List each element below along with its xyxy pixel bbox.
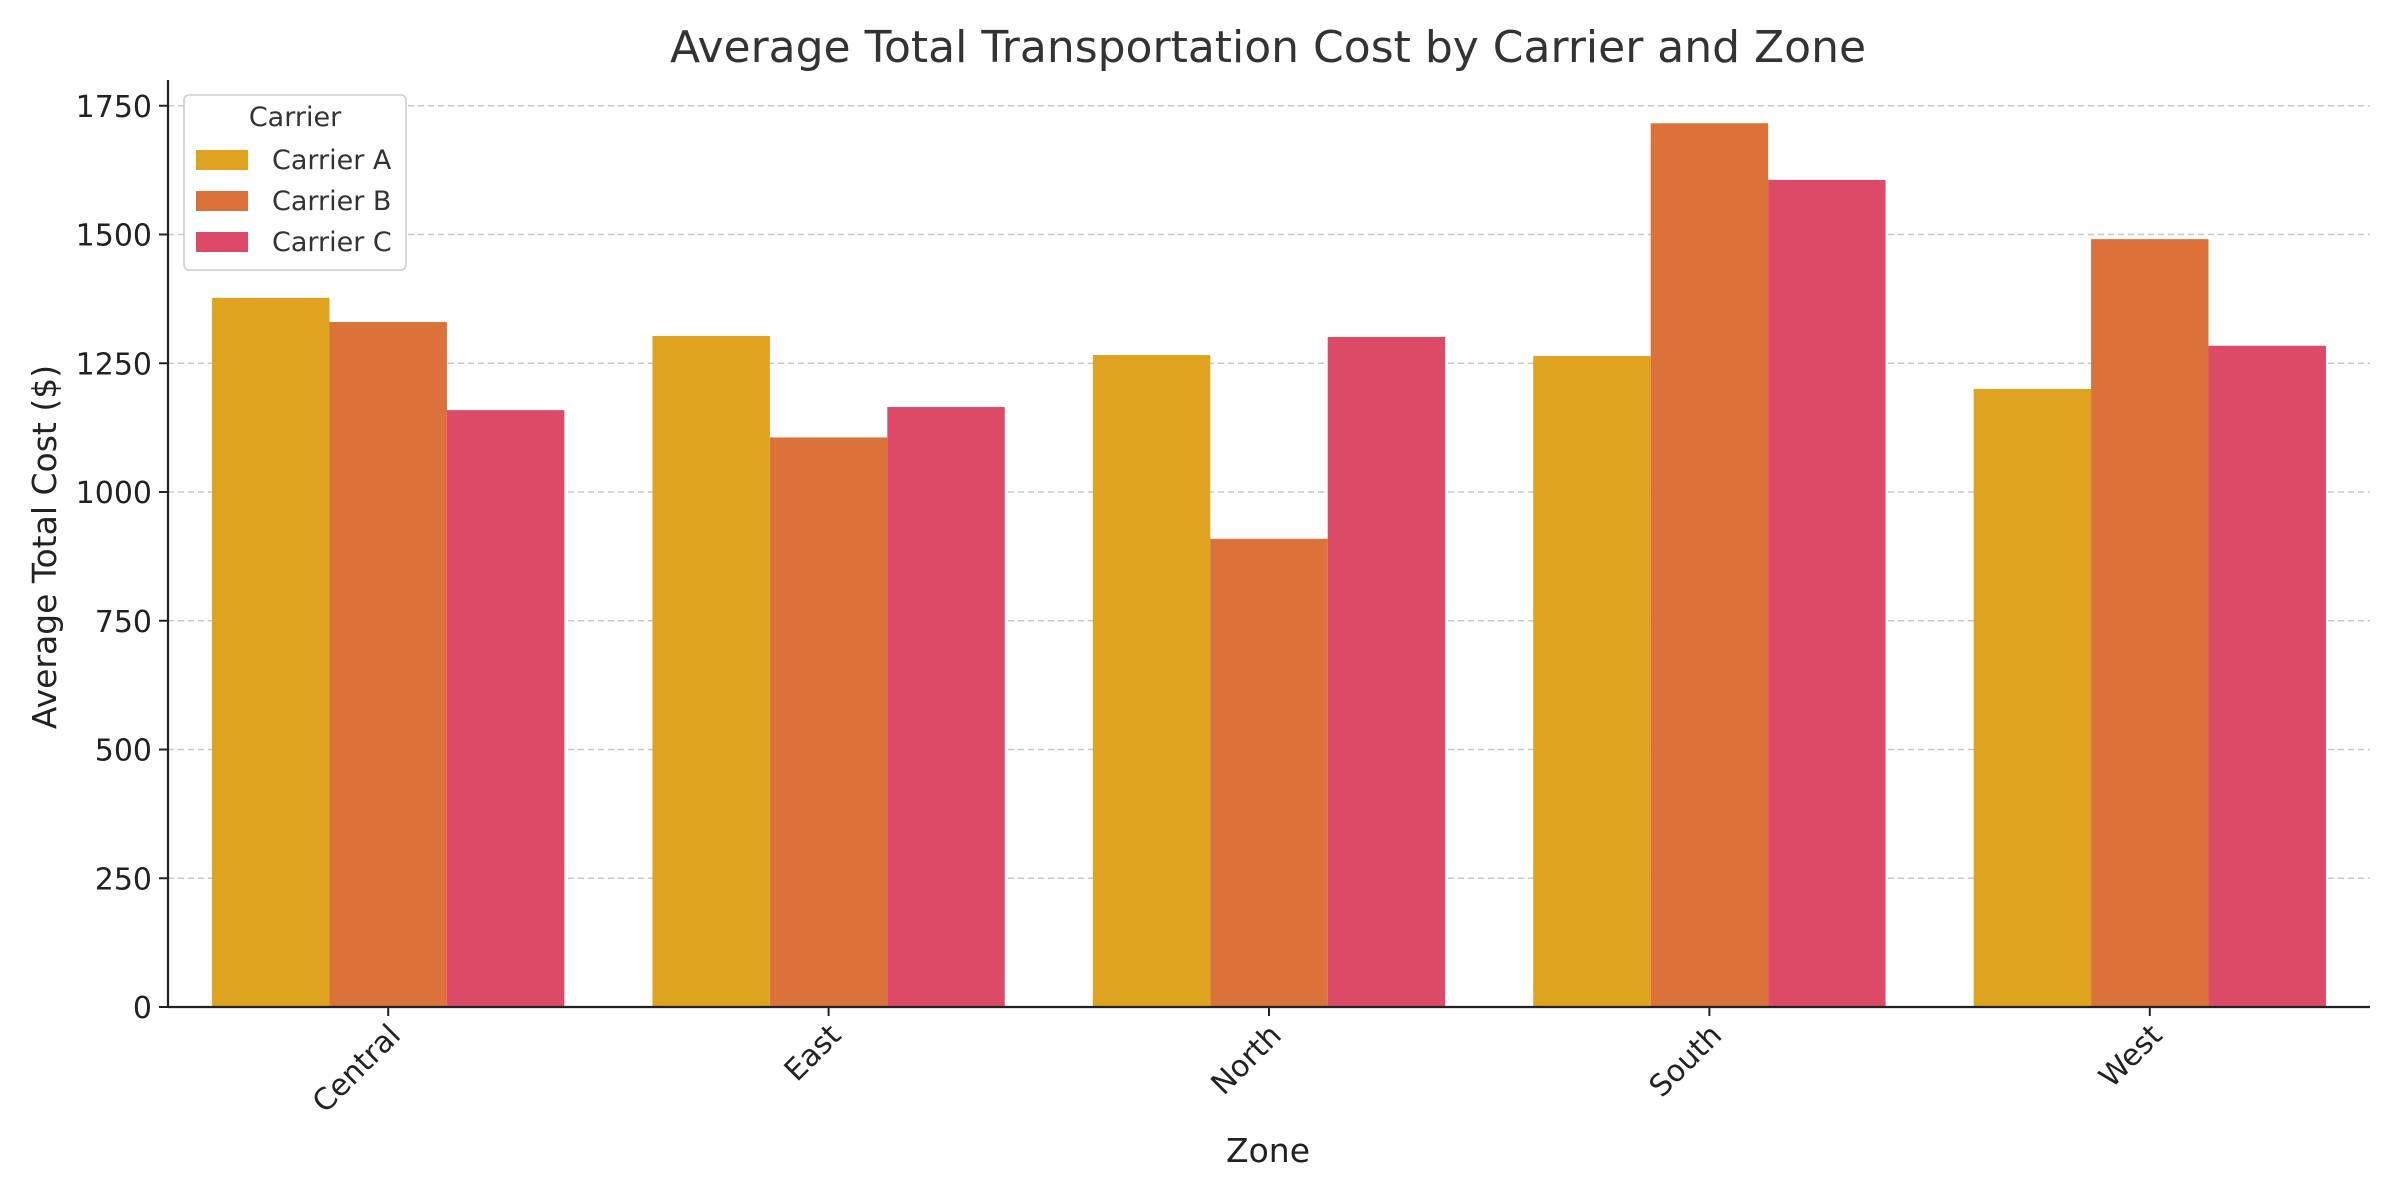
x-tick-label: South bbox=[1643, 1018, 1729, 1104]
legend-swatch bbox=[196, 191, 248, 211]
bar-west-carrier-c bbox=[2208, 345, 2326, 1007]
y-tick-label: 1000 bbox=[76, 476, 152, 511]
bar-north-carrier-b bbox=[1210, 538, 1328, 1007]
bar-central-carrier-c bbox=[446, 410, 565, 1007]
bar-west-carrier-a bbox=[1973, 389, 2092, 1007]
bar-central-carrier-a bbox=[212, 297, 330, 1008]
bar-north-carrier-a bbox=[1092, 355, 1211, 1007]
bar-south-carrier-a bbox=[1533, 356, 1651, 1007]
y-tick-label: 250 bbox=[95, 862, 152, 897]
bar-central-carrier-b bbox=[329, 322, 447, 1007]
y-tick-label: 750 bbox=[95, 605, 152, 640]
legend-label: Carrier A bbox=[272, 145, 392, 176]
x-tick-label: East bbox=[778, 1018, 849, 1089]
legend-label: Carrier C bbox=[272, 227, 392, 258]
bar-west-carrier-b bbox=[2091, 239, 2209, 1007]
bar-south-carrier-c bbox=[1768, 179, 1886, 1007]
bar-south-carrier-b bbox=[1650, 123, 1769, 1007]
legend-swatch bbox=[196, 150, 248, 170]
legend-label: Carrier B bbox=[272, 186, 391, 217]
legend-items: Carrier A Carrier B Carrier C bbox=[196, 145, 392, 258]
y-tick-label: 500 bbox=[95, 734, 152, 769]
legend-box bbox=[183, 94, 407, 271]
x-axis-ticks: Central East North South West bbox=[306, 1007, 2170, 1120]
legend-swatch bbox=[196, 232, 248, 252]
y-tick-label: 1500 bbox=[76, 219, 152, 254]
y-tick-label: 1750 bbox=[76, 90, 152, 125]
x-tick-label: West bbox=[2093, 1018, 2170, 1095]
chart-title: Average Total Transportation Cost by Car… bbox=[670, 22, 1866, 73]
bar-east-carrier-b bbox=[769, 437, 888, 1007]
y-axis-label: Average Total Cost ($) bbox=[25, 365, 64, 729]
x-tick-label: Central bbox=[306, 1018, 408, 1120]
bars bbox=[212, 123, 2326, 1008]
legend-title: Carrier bbox=[249, 102, 342, 133]
y-tick-label: 1250 bbox=[76, 347, 152, 382]
bar-east-carrier-a bbox=[652, 335, 770, 1008]
bar-east-carrier-c bbox=[887, 407, 1005, 1007]
x-tick-label: North bbox=[1205, 1018, 1289, 1102]
bar-north-carrier-c bbox=[1327, 336, 1446, 1007]
y-tick-label: 0 bbox=[133, 991, 152, 1026]
x-axis-label: Zone bbox=[1226, 1131, 1310, 1170]
y-axis-ticks: 0 250 500 750 1000 1250 1500 1750 bbox=[76, 90, 168, 1026]
legend: Carrier Carrier A Carrier B Carrier C bbox=[183, 94, 407, 271]
